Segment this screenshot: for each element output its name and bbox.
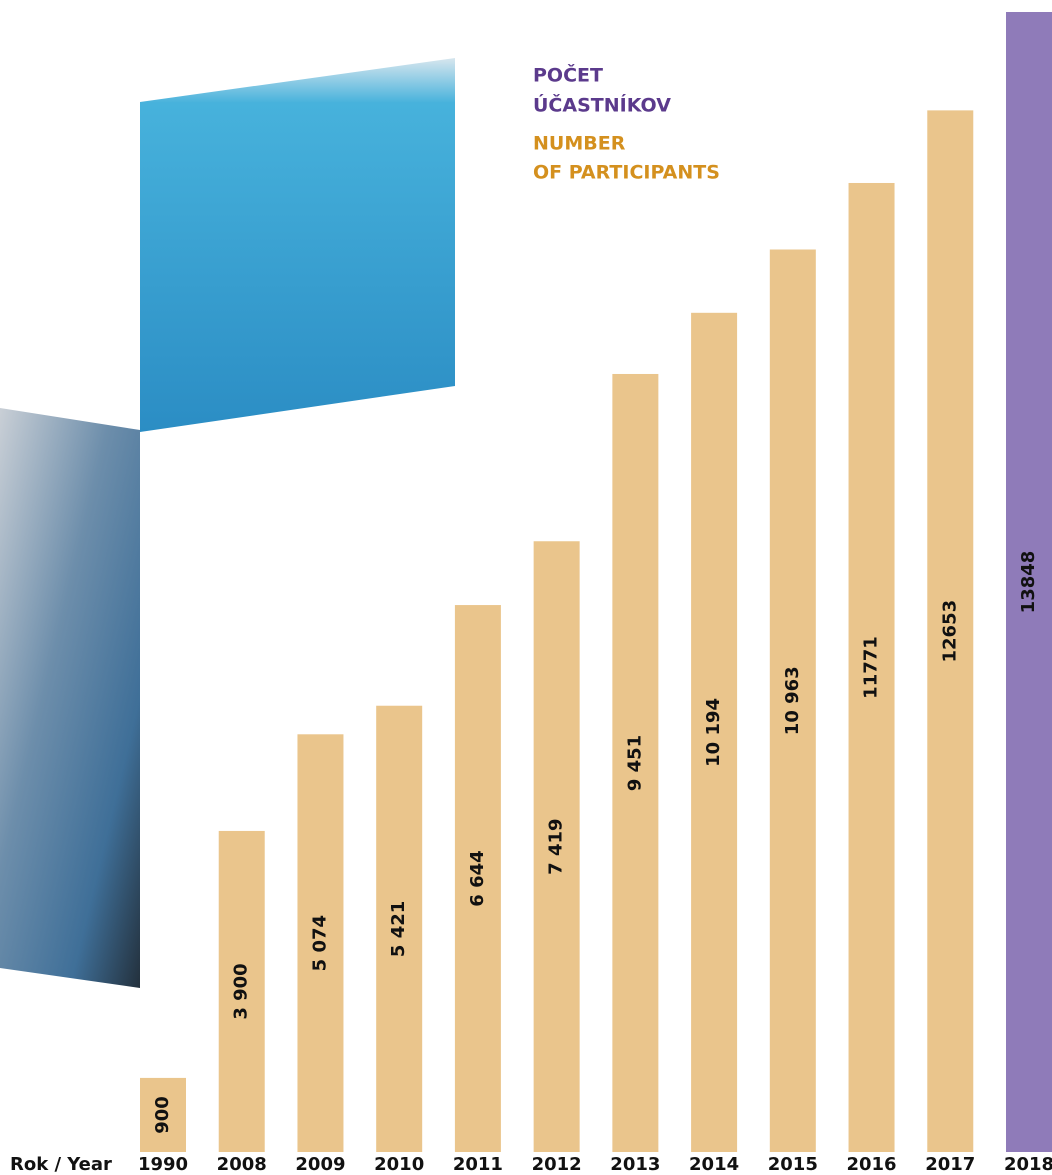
x-tick-label: 2012 <box>532 1154 582 1175</box>
x-tick-label: 2018 <box>1004 1154 1052 1175</box>
x-tick-label: 2008 <box>217 1154 267 1175</box>
x-tick-label: 2013 <box>610 1154 660 1175</box>
title-line: ÚČASTNÍKOV <box>533 93 671 117</box>
x-tick-label: 2016 <box>846 1154 896 1175</box>
value-label: 13848 <box>1018 551 1039 614</box>
value-label: 5 074 <box>309 915 330 971</box>
title-line: POČET <box>533 63 603 87</box>
x-tick-label: 2017 <box>925 1154 975 1175</box>
value-label: 5 421 <box>388 901 409 957</box>
value-label: 7 419 <box>546 818 567 874</box>
value-label: 3 900 <box>231 963 252 1019</box>
value-label: 900 <box>152 1096 173 1134</box>
value-label: 12653 <box>939 600 960 663</box>
chart: POČET ÚČASTNÍKOV NUMBER OF PARTICIPANTS … <box>0 0 1052 1175</box>
x-tick-label: 1990 <box>138 1154 188 1175</box>
subtitle-line: NUMBER <box>533 133 626 155</box>
x-tick-label: 2011 <box>453 1154 503 1175</box>
value-label: 10 963 <box>782 666 803 735</box>
value-label: 6 644 <box>467 850 488 906</box>
x-tick-label: 2014 <box>689 1154 739 1175</box>
photo-child <box>140 58 455 432</box>
value-label: 9 451 <box>624 735 645 791</box>
x-axis-label: Rok / Year <box>10 1154 112 1175</box>
subtitle-line: OF PARTICIPANTS <box>533 162 720 184</box>
value-label: 11771 <box>861 636 882 699</box>
x-tick-label: 2015 <box>768 1154 818 1175</box>
x-tick-label: 2009 <box>295 1154 345 1175</box>
value-label: 10 194 <box>703 698 724 767</box>
photo-runners <box>0 408 140 988</box>
x-tick-label: 2010 <box>374 1154 424 1175</box>
